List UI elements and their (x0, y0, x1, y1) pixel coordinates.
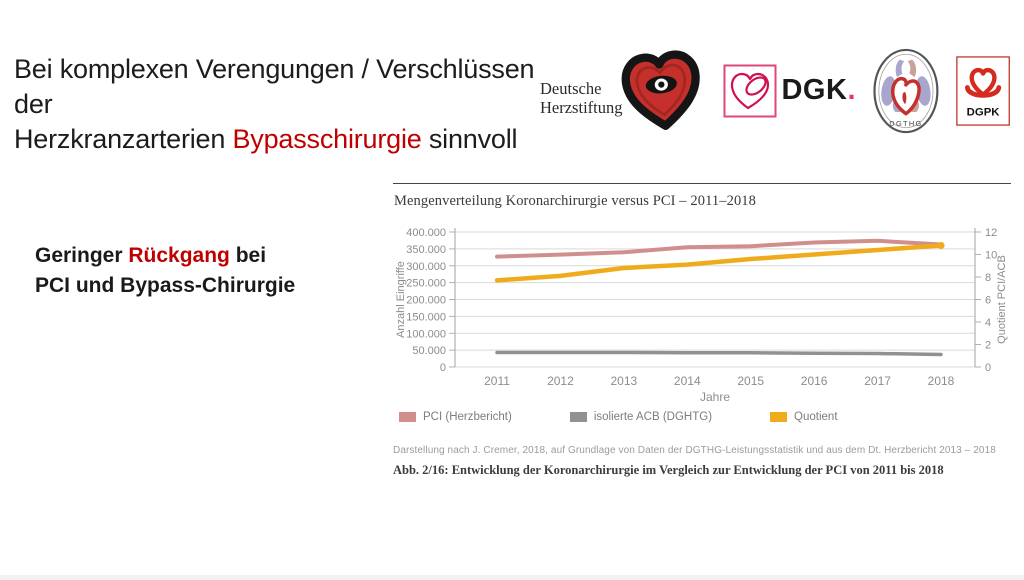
series-line-0 (495, 238, 943, 259)
series-line-1 (495, 350, 943, 357)
gridlines (455, 231, 975, 368)
statement-line2: PCI und Bypass-Chirurgie (35, 274, 296, 298)
dgthg-label: DGTHG (889, 118, 922, 127)
legend-item-1: isolierte ACB (DGHTG) (569, 411, 713, 423)
dgk-logo: DGK. (723, 64, 856, 118)
statement-highlight: Rückgang (128, 244, 230, 267)
slide-title: Bei komplexen Verengungen / Verschlüssen… (14, 52, 554, 157)
right-axis-ticks: 0 2 4 6 8 10 12 (975, 227, 997, 374)
svg-text:2012: 2012 (547, 374, 574, 388)
slide-title-line2-post: sinnvoll (421, 124, 518, 155)
slide-title-line1: Bei komplexen Verengungen / Verschlüssen… (14, 54, 535, 120)
right-axis-label: Quotient PCI/ACB (996, 255, 1008, 344)
dgk-text: DGK (781, 74, 848, 106)
svg-text:400.000: 400.000 (406, 227, 446, 239)
svg-text:100.000: 100.000 (406, 328, 446, 340)
svg-text:2013: 2013 (611, 374, 638, 388)
svg-text:12: 12 (985, 227, 997, 239)
dgpk-label: DGPK (967, 106, 1001, 118)
svg-text:10: 10 (985, 250, 997, 262)
statement-post: bei (229, 244, 267, 267)
x-axis-label: Jahre (700, 390, 730, 404)
svg-text:50.000: 50.000 (412, 345, 446, 357)
figure-caption: Abb. 2/16: Entwicklung der Koronarchirur… (393, 463, 944, 477)
svg-text:2011: 2011 (484, 374, 510, 388)
footer-strip (0, 575, 1024, 580)
series-end-marker (937, 241, 945, 250)
dgk-dot: . (847, 74, 856, 106)
svg-text:150.000: 150.000 (406, 311, 446, 323)
chart-title: Mengenverteilung Koronarchirurgie versus… (394, 193, 756, 209)
legend-item-2: Quotient (770, 411, 838, 423)
svg-text:2018: 2018 (928, 374, 955, 388)
statement-pre: Geringer (35, 244, 129, 267)
svg-text:6: 6 (985, 295, 991, 307)
svg-text:200.000: 200.000 (406, 295, 446, 307)
svg-text:250.000: 250.000 (406, 278, 446, 290)
heart-eye-icon (622, 50, 701, 130)
herzstiftung-word2: Herzstiftung (540, 97, 623, 117)
chart-figure: Mengenverteilung Koronarchirurgie versus… (393, 183, 1011, 478)
legend-label: isolierte ACB (DGHTG) (593, 411, 713, 423)
svg-text:350.000: 350.000 (406, 244, 446, 256)
left-axis-label: Anzahl Eingriffe (395, 261, 407, 338)
legend-label: PCI (Herzbericht) (423, 411, 512, 423)
line-chart: 0 50.000 100.000 150.000 200.000 250.000 300.0… (395, 227, 1008, 404)
series-line-2 (494, 243, 944, 283)
svg-text:2016: 2016 (801, 374, 828, 388)
left-axis-ticks: 0 50.000 100.000 150.000 200.000 250.000 300.0… (406, 227, 455, 374)
dgthg-logo: DGTHG (873, 48, 939, 133)
key-statement: Geringer Rückgang bei PCI und Bypass-Chi… (35, 241, 335, 302)
svg-text:2015: 2015 (737, 374, 764, 388)
dgk-heart-icon (723, 64, 777, 117)
herzstiftung-logo-text: Deutsche Herzstiftung (540, 80, 622, 116)
svg-text:4: 4 (985, 317, 991, 329)
svg-text:2017: 2017 (864, 374, 891, 388)
legend-swatch (399, 412, 416, 422)
chart-legend: PCI (Herzbericht) isolierte ACB (DGHTG) Qu… (399, 411, 1011, 423)
svg-text:0: 0 (985, 362, 991, 374)
logo-row: Deutsche Herzstiftung DGK. (540, 38, 1010, 143)
herzstiftung-word1: Deutsche (540, 79, 602, 99)
legend-item-0: PCI (Herzbericht) (399, 411, 512, 423)
svg-text:2: 2 (985, 340, 991, 352)
legend-swatch (770, 412, 788, 422)
herzstiftung-logo: Deutsche Herzstiftung (540, 45, 708, 137)
source-caption: Darstellung nach J. Cremer, 2018, auf Gr… (393, 445, 996, 456)
svg-text:0: 0 (440, 362, 446, 374)
slide-title-highlight: Bypasschirurgie (232, 124, 422, 155)
figure-top-rule (393, 183, 1011, 184)
svg-text:8: 8 (985, 272, 991, 284)
legend-label: Quotient (794, 411, 838, 423)
svg-text:300.000: 300.000 (406, 261, 446, 273)
x-axis-ticks: 2011 2012 2013 2014 2015 2016 2017 2018 (484, 374, 955, 388)
legend-swatch (569, 412, 587, 422)
svg-text:2014: 2014 (674, 374, 701, 388)
dgk-logo-label: DGK. (781, 74, 856, 107)
slide-title-line2-pre: Herzkranzarterien (14, 124, 233, 155)
dgpk-logo: DGPK (956, 55, 1010, 126)
